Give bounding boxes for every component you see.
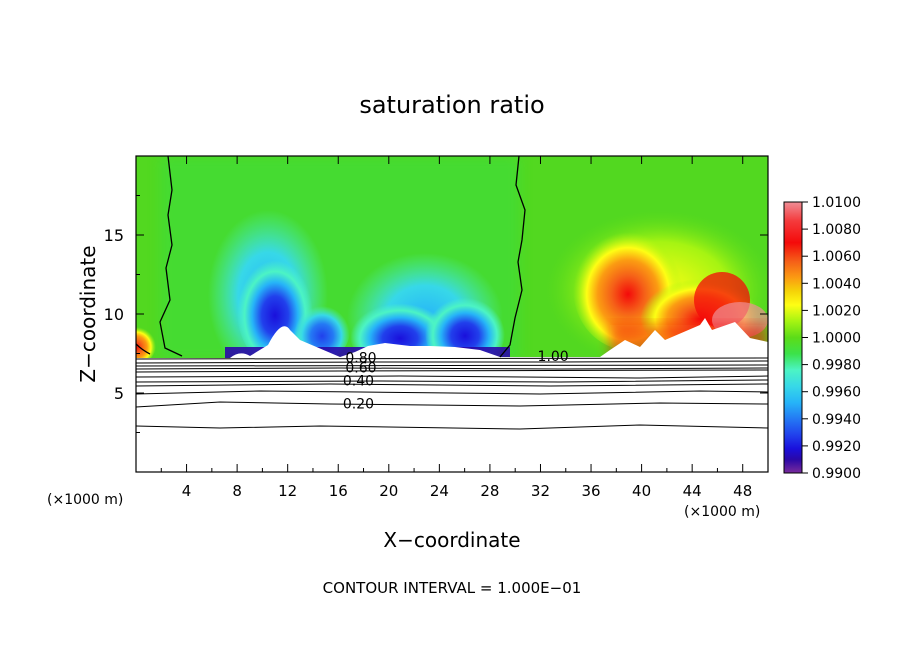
colorbar-tick-label: 1.0040 (812, 276, 861, 292)
contour-label: 0.20 (343, 396, 374, 412)
x-unit-left: (×1000 m) (47, 492, 123, 508)
contour-interval-note: CONTOUR INTERVAL = 1.000E−01 (323, 579, 582, 597)
x-tick-label: 28 (480, 482, 499, 500)
colorbar-tick-label: 1.0000 (812, 331, 861, 347)
x-tick-label: 48 (733, 482, 752, 500)
x-axis-ticks: 4 8 12 16 20 24 28 32 36 40 44 48 (160, 156, 752, 500)
colorbar-tick-label: 1.0060 (812, 249, 861, 265)
saturation-field: 1.00 0.800.600.40 0.20 (136, 156, 768, 472)
colorbar-tick-label: 0.9940 (812, 412, 861, 428)
colorbar-tick-label: 1.0020 (812, 303, 861, 319)
contour-labels: 1.00 0.800.600.40 0.20 (343, 349, 569, 412)
y-axis-label: Z−coordinate (76, 245, 100, 382)
x-tick-label: 4 (182, 482, 192, 500)
colorbar-tick-label: 0.9900 (812, 466, 861, 482)
x-unit-right: (×1000 m) (684, 504, 760, 520)
contour-label: 0.60 (345, 361, 376, 377)
x-tick-label: 8 (232, 482, 242, 500)
contour-label: 0.80 (345, 350, 376, 366)
contour-label: 1.00 (538, 349, 569, 365)
x-tick-label: 24 (430, 482, 449, 500)
colorbar: 1.0100 1.0080 1.0060 1.0040 1.0020 1.0000 0.99… (783, 195, 861, 482)
y-tick-label: 10 (104, 305, 124, 324)
x-axis-label: X−coordinate (383, 528, 520, 552)
contour-lines (136, 357, 768, 430)
colorbar-tick-label: 0.9980 (812, 358, 861, 374)
y-tick-label: 15 (104, 226, 124, 245)
x-tick-label: 32 (531, 482, 550, 500)
x-tick-label: 40 (632, 482, 651, 500)
x-tick-label: 20 (379, 482, 398, 500)
colorbar-gradient (783, 201, 803, 474)
x-tick-label: 16 (329, 482, 348, 500)
x-tick-label: 44 (683, 482, 702, 500)
colorbar-tick-label: 0.9920 (812, 439, 861, 455)
chart-title: saturation ratio (359, 91, 544, 119)
colorbar-tick-label: 0.9960 (812, 385, 861, 401)
contour-1-00-right (499, 156, 526, 358)
x-tick-label: 12 (278, 482, 297, 500)
contour-1-00-left (159, 156, 183, 357)
colorbar-tick-label: 1.0100 (812, 195, 861, 211)
terrain-boundary (136, 318, 768, 472)
contour-label: 0.40 (343, 373, 374, 389)
x-tick-label: 36 (581, 482, 600, 500)
y-axis-ticks: 5 10 15 (104, 195, 768, 433)
colorbar-tick-label: 1.0080 (812, 222, 861, 238)
y-tick-label: 5 (114, 384, 124, 403)
